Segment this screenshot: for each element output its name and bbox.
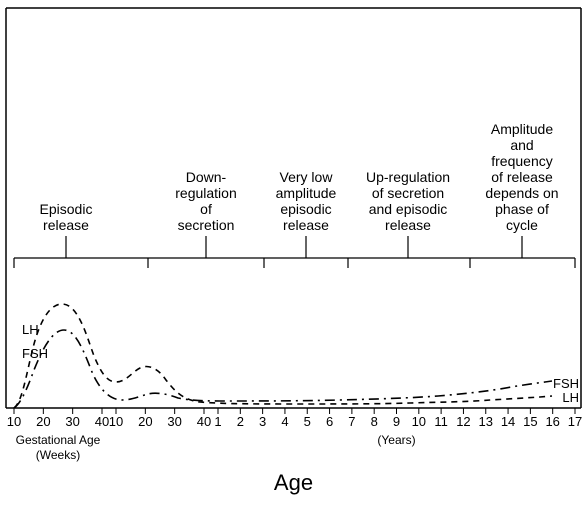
x-tick-label: 10 <box>7 414 21 429</box>
x-tick-label: 2 <box>237 414 244 429</box>
label-lh-left: LH <box>22 322 39 337</box>
phase-label: of release <box>491 169 553 185</box>
phase-label: Episodic <box>40 201 93 217</box>
x-tick-label: 12 <box>456 414 470 429</box>
phase-label: Down- <box>186 169 227 185</box>
x-tick-label: 30 <box>65 414 79 429</box>
x-tick-label: 3 <box>259 414 266 429</box>
figure-gonadotropin-levels-by-age: { "canvas": { "width": 587, "height": 51… <box>0 0 587 513</box>
x-tick-label: 9 <box>393 414 400 429</box>
phase-label: frequency <box>491 153 552 169</box>
x-tick-label: 7 <box>348 414 355 429</box>
x-tick-label: 40 <box>197 414 211 429</box>
x-tick-label: 17 <box>568 414 582 429</box>
phase-label: Very low <box>280 169 334 185</box>
phase-label: release <box>385 217 431 233</box>
phase-label: amplitude <box>276 185 337 201</box>
x-sublabel-gestational: Gestational Age <box>16 433 101 447</box>
x-tick-label: 8 <box>371 414 378 429</box>
phase-label: phase of <box>495 201 549 217</box>
x-tick-label: 11 <box>434 414 448 429</box>
x-tick-label: 10 <box>412 414 426 429</box>
phase-label: episodic <box>280 201 331 217</box>
phase-label: and <box>510 137 533 153</box>
x-tick-label: 20 <box>36 414 50 429</box>
label-fsh-right: FSH <box>553 376 579 391</box>
phase-label: of <box>200 201 212 217</box>
x-sublabel-years: (Years) <box>377 433 415 447</box>
x-tick-label: 14 <box>501 414 515 429</box>
phase-label: depends on <box>485 185 558 201</box>
phase-label: and episodic <box>369 201 448 217</box>
x-tick-label: 10 <box>109 414 123 429</box>
x-tick-label: 40 <box>95 414 109 429</box>
label-fsh-left: FSH <box>22 346 48 361</box>
x-tick-label: 13 <box>479 414 493 429</box>
phase-label: of secretion <box>372 185 444 201</box>
phase-label: secretion <box>178 217 235 233</box>
x-tick-label: 20 <box>138 414 152 429</box>
chart-svg: 1020304010203040123456789101112131415161… <box>0 0 587 513</box>
x-tick-label: 5 <box>304 414 311 429</box>
series-lh <box>14 304 552 408</box>
phase-label: Up-regulation <box>366 169 450 185</box>
phase-label: release <box>283 217 329 233</box>
x-tick-label: 6 <box>326 414 333 429</box>
x-tick-label: 16 <box>545 414 559 429</box>
x-sublabel-gestational-2: (Weeks) <box>36 448 80 462</box>
x-tick-label: 30 <box>167 414 181 429</box>
x-axis-title: Age <box>274 470 313 495</box>
label-lh-right: LH <box>562 390 579 405</box>
x-tick-label: 15 <box>523 414 537 429</box>
phase-label: release <box>43 217 89 233</box>
series-fsh <box>14 330 552 408</box>
x-tick-label: 4 <box>281 414 288 429</box>
phase-label: regulation <box>175 185 237 201</box>
x-tick-label: 1 <box>214 414 221 429</box>
phase-label: cycle <box>506 217 538 233</box>
phase-label: Amplitude <box>491 121 553 137</box>
